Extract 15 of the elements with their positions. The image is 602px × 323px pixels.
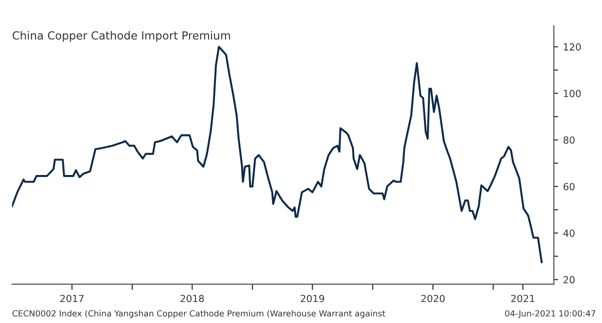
chart-title: China Copper Cathode Import Premium (12, 31, 230, 42)
text: CECN0002 Index (China Yangshan Copper Cathode Premium (Warehouse Warrant against (12, 310, 386, 318)
y-tick-label: 120 (564, 43, 581, 51)
y-tick-label: 80 (564, 136, 575, 144)
x-tick-label: 2017 (60, 294, 84, 302)
x-tick-label: 2021 (511, 294, 534, 302)
y-tick-label: 100 (564, 90, 581, 98)
x-tick-label: 2019 (300, 294, 324, 302)
text: 04-Jun-2021 10:00:47 (505, 310, 596, 318)
y-tick-label: 40 (563, 230, 575, 237)
y-tick-label: 20 (564, 276, 575, 284)
y-tick-label: 60 (564, 182, 575, 190)
x-tick-label: 2018 (180, 294, 204, 302)
x-tick-label: 2020 (421, 294, 445, 302)
line-series (12, 46, 543, 264)
